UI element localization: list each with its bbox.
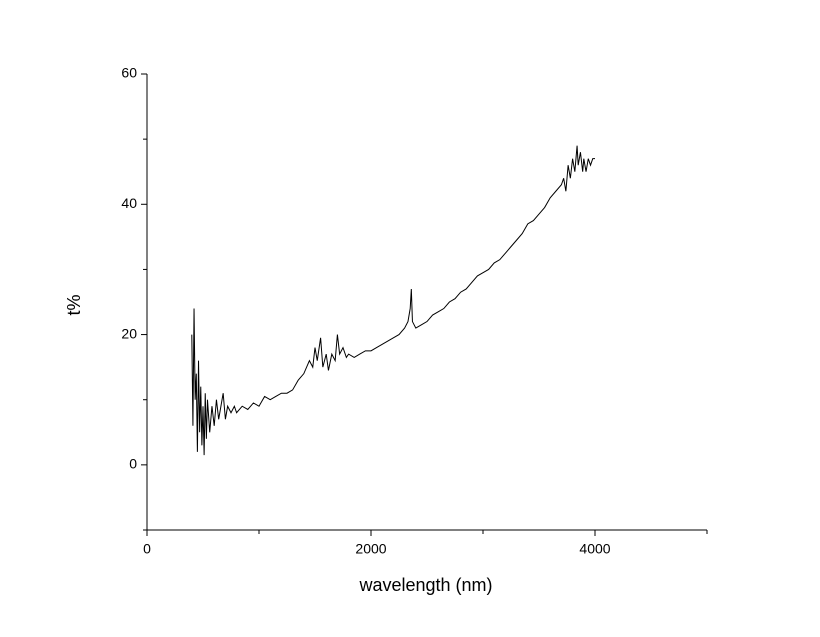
y-tick-label: 40 (121, 195, 137, 211)
y-tick-label: 0 (129, 456, 137, 472)
x-axis-label: wavelength (nm) (358, 575, 492, 595)
x-tick-label: 2000 (355, 541, 386, 557)
x-tick-label: 4000 (579, 541, 610, 557)
y-tick-label: 60 (121, 65, 137, 81)
y-tick-label: 20 (121, 325, 137, 341)
data-line (191, 145, 595, 456)
x-tick-label: 0 (143, 541, 151, 557)
y-axis-label: t% (64, 294, 84, 315)
